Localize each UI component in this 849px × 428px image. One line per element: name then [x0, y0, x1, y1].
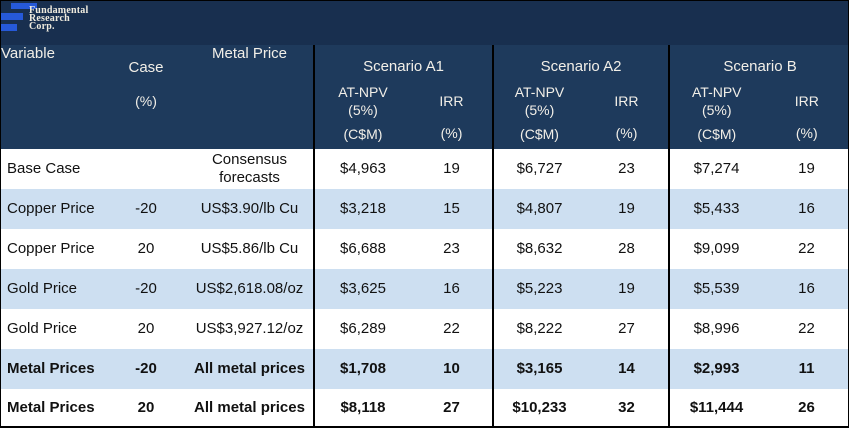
table-row-copper-down: Copper Price -20 US$3.90/lb Cu $3,218 15…: [1, 189, 848, 229]
cell-variable: Base Case: [1, 149, 106, 189]
cell-metal-price: All metal prices: [186, 349, 314, 389]
cell-metal-price: Consensus forecasts: [186, 149, 314, 189]
cell-a2-irr: 32: [585, 389, 670, 427]
brand-name-line: Fundamental: [29, 5, 89, 16]
cell-metal-price: US$2,618.08/oz: [186, 269, 314, 309]
a2-irr-header: IRR (%): [614, 93, 639, 141]
cell-a2-npv: $4,807: [492, 189, 586, 229]
brand-name: Fundamental Research Corp.: [29, 5, 89, 32]
col-header-metal-price: Metal Price: [186, 45, 314, 149]
scenario-a2-header: Scenario A2 AT-NPV (5%) (C$M) IRR (%): [492, 45, 670, 149]
cell-b-irr: 16: [763, 189, 848, 229]
table-row-copper-up: Copper Price 20 US$5.86/lb Cu $6,688 23 …: [1, 229, 848, 269]
cell-variable: Gold Price: [1, 269, 106, 309]
cell-b-irr: 26: [763, 389, 848, 427]
cell-case: -20: [106, 189, 186, 229]
table-row-base-case: Base Case Consensus forecasts $4,963 19 …: [1, 149, 848, 189]
table-row-metal-up: Metal Prices 20 All metal prices $8,118 …: [1, 389, 848, 427]
cell-a1-npv: $3,625: [313, 269, 411, 309]
scenario-b-header: Scenario B AT-NPV (5%) (C$M) IRR (%): [668, 45, 848, 149]
cell-variable: Copper Price: [1, 189, 106, 229]
col-header-case: Case (%): [106, 45, 186, 149]
cell-a2-npv: $6,727: [492, 149, 586, 189]
col-header-variable: Variable: [1, 45, 106, 149]
cell-a1-irr: 10: [411, 349, 494, 389]
cell-b-npv: $8,996: [668, 309, 764, 349]
b-irr-header: IRR (%): [794, 93, 819, 141]
cell-metal-price: US$3,927.12/oz: [186, 309, 314, 349]
cell-a1-npv: $3,218: [313, 189, 411, 229]
cell-a1-irr: 16: [411, 269, 494, 309]
a2-npv-header: AT-NPV (5%) (C$M): [514, 84, 565, 142]
col-header-case-unit: (%): [135, 93, 157, 109]
cell-a2-irr: 19: [585, 269, 670, 309]
scenario-a2-title: Scenario A2: [540, 58, 622, 75]
cell-a2-irr: 28: [585, 229, 670, 269]
cell-variable: Metal Prices: [1, 389, 106, 427]
cell-b-irr: 16: [763, 269, 848, 309]
cell-a2-npv: $10,233: [492, 389, 586, 427]
cell-b-irr: 22: [763, 309, 848, 349]
cell-metal-price: All metal prices: [186, 389, 314, 427]
scenario-b-title: Scenario B: [723, 58, 797, 75]
cell-a2-npv: $5,223: [492, 269, 586, 309]
frc-logo: Fundamental Research Corp.: [1, 1, 121, 45]
scenario-a1-title: Scenario A1: [363, 58, 444, 75]
cell-a1-irr: 22: [411, 309, 494, 349]
cell-b-irr: 22: [763, 229, 848, 269]
cell-a1-npv: $8,118: [313, 389, 411, 427]
cell-case: 20: [106, 389, 186, 427]
cell-case: [106, 149, 186, 189]
scenario-a1-header: Scenario A1 AT-NPV (5%) (C$M) IRR (%): [312, 45, 494, 149]
cell-metal-price: US$3.90/lb Cu: [186, 189, 314, 229]
cell-case: 20: [106, 309, 186, 349]
cell-a2-irr: 27: [585, 309, 670, 349]
cell-a2-npv: $8,222: [492, 309, 586, 349]
cell-case: -20: [106, 349, 186, 389]
cell-a2-irr: 19: [585, 189, 670, 229]
table-row-gold-down: Gold Price -20 US$2,618.08/oz $3,625 16 …: [1, 269, 848, 309]
cell-a2-irr: 23: [585, 149, 670, 189]
table-row-metal-down: Metal Prices -20 All metal prices $1,708…: [1, 349, 848, 389]
brand-name-line: Research: [29, 13, 70, 24]
cell-a1-irr: 15: [411, 189, 494, 229]
cell-a1-irr: 27: [411, 389, 494, 427]
cell-a1-npv: $4,963: [313, 149, 411, 189]
cell-b-npv: $2,993: [668, 349, 764, 389]
cell-a2-irr: 14: [585, 349, 670, 389]
cell-variable: Gold Price: [1, 309, 106, 349]
cell-metal-price: US$5.86/lb Cu: [186, 229, 314, 269]
header-row: Variable Case (%) Metal Price Scenario A…: [1, 45, 848, 149]
col-header-case-label: Case: [128, 59, 164, 76]
table-row-gold-up: Gold Price 20 US$3,927.12/oz $6,289 22 $…: [1, 309, 848, 349]
cell-case: 20: [106, 229, 186, 269]
a1-npv-header: AT-NPV (5%) (C$M): [338, 84, 388, 142]
sensitivity-table: Variable Case (%) Metal Price Scenario A…: [1, 45, 848, 427]
logo-bar-icon: [1, 24, 17, 31]
cell-b-irr: 19: [763, 149, 848, 189]
cell-a1-npv: $6,688: [313, 229, 411, 269]
brand-name-line: Corp.: [29, 21, 55, 32]
cell-a1-npv: $1,708: [313, 349, 411, 389]
cell-b-npv: $5,433: [668, 189, 764, 229]
cell-a1-irr: 23: [411, 229, 494, 269]
cell-variable: Metal Prices: [1, 349, 106, 389]
b-npv-header: AT-NPV (5%) (C$M): [691, 84, 742, 142]
cell-b-npv: $7,274: [668, 149, 764, 189]
cell-b-irr: 11: [763, 349, 848, 389]
a1-irr-header: IRR (%): [439, 93, 464, 141]
logo-bar-icon: [1, 13, 23, 20]
cell-b-npv: $9,099: [668, 229, 764, 269]
cell-a2-npv: $8,632: [492, 229, 586, 269]
cell-a1-npv: $6,289: [313, 309, 411, 349]
logo-bar-icon: [11, 3, 37, 9]
cell-a1-irr: 19: [411, 149, 494, 189]
cell-case: -20: [106, 269, 186, 309]
cell-variable: Copper Price: [1, 229, 106, 269]
cell-b-npv: $11,444: [668, 389, 764, 427]
cell-b-npv: $5,539: [668, 269, 764, 309]
brand-header: Fundamental Research Corp.: [1, 1, 848, 45]
cell-a2-npv: $3,165: [492, 349, 586, 389]
